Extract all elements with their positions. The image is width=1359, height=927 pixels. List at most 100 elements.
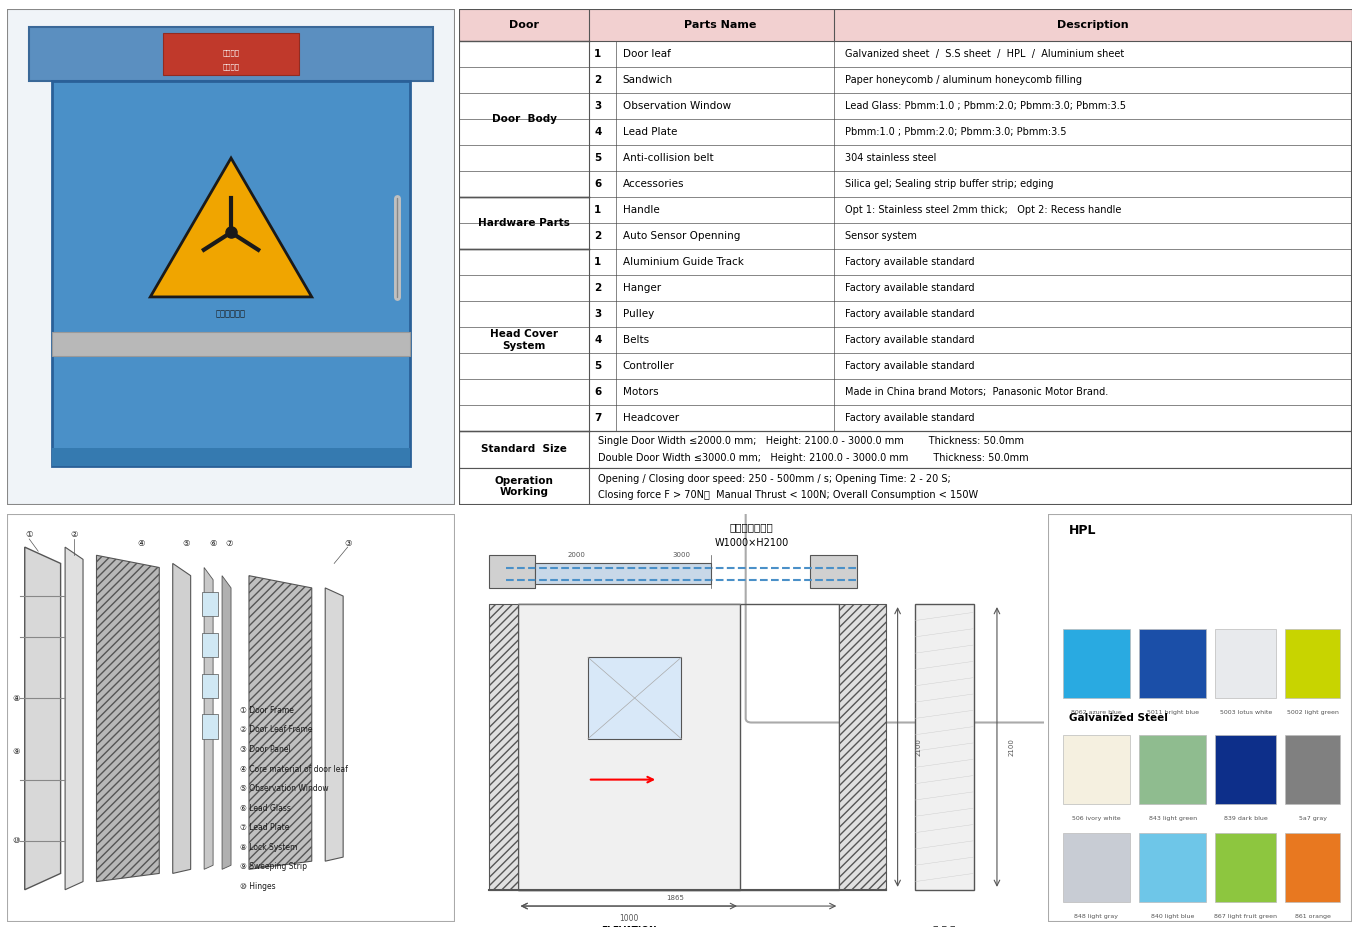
Text: 4: 4	[594, 127, 602, 136]
FancyBboxPatch shape	[1286, 629, 1340, 698]
FancyBboxPatch shape	[52, 448, 410, 465]
FancyBboxPatch shape	[746, 0, 1359, 722]
Text: 861 orange: 861 orange	[1295, 914, 1330, 920]
Text: 5: 5	[594, 153, 602, 162]
Text: 反防辐射平移门: 反防辐射平移门	[730, 522, 773, 532]
Polygon shape	[173, 564, 190, 873]
Text: 843 light green: 843 light green	[1148, 817, 1197, 821]
FancyBboxPatch shape	[1048, 514, 1352, 922]
Text: 戴灯方入: 戴灯方入	[223, 63, 239, 70]
Text: 3: 3	[594, 309, 602, 319]
Text: 6: 6	[594, 179, 602, 188]
Text: 4: 4	[594, 335, 602, 345]
FancyBboxPatch shape	[459, 197, 588, 248]
Text: ⑦: ⑦	[226, 539, 232, 548]
Text: HPL: HPL	[1070, 525, 1097, 538]
Text: Single Door Width ≤2000.0 mm;   Height: 2100.0 - 3000.0 mm        Thickness: 50.: Single Door Width ≤2000.0 mm; Height: 21…	[598, 437, 1023, 446]
Text: W1000×H2100: W1000×H2100	[715, 538, 788, 548]
Text: Factory available standard: Factory available standard	[845, 283, 974, 293]
Text: Auto Sensor Openning: Auto Sensor Openning	[622, 231, 741, 241]
Text: 304 stainless steel: 304 stainless steel	[845, 153, 936, 162]
Text: Opening / Closing door speed: 250 - 500mm / s; Opening Time: 2 - 20 S;: Opening / Closing door speed: 250 - 500m…	[598, 475, 950, 484]
Text: Anti-collision belt: Anti-collision belt	[622, 153, 713, 162]
Text: ⑤ Observation Window: ⑤ Observation Window	[241, 784, 329, 794]
Text: Controller: Controller	[622, 361, 674, 371]
FancyBboxPatch shape	[518, 604, 739, 890]
Text: 506 ivory white: 506 ivory white	[1072, 817, 1121, 821]
Text: ①: ①	[26, 530, 33, 540]
Text: Door: Door	[510, 19, 540, 30]
Text: 839 dark blue: 839 dark blue	[1224, 817, 1268, 821]
Text: Head Cover
System: Head Cover System	[491, 329, 559, 350]
Text: ⑩ Hinges: ⑩ Hinges	[241, 882, 276, 891]
Text: Description: Description	[1057, 19, 1129, 30]
Text: Parts Name: Parts Name	[685, 19, 757, 30]
FancyBboxPatch shape	[840, 604, 886, 890]
Text: 2100: 2100	[1008, 738, 1015, 756]
Text: 2000: 2000	[567, 552, 586, 558]
Text: ⑥ Lead Glass: ⑥ Lead Glass	[241, 804, 291, 813]
Text: 7: 7	[594, 413, 602, 423]
Text: 3: 3	[594, 100, 602, 110]
FancyBboxPatch shape	[1215, 735, 1276, 804]
Polygon shape	[151, 159, 311, 297]
Text: 2100: 2100	[915, 738, 921, 756]
Text: 5002 light green: 5002 light green	[1287, 710, 1339, 716]
Text: ② Door Leaf Frame: ② Door Leaf Frame	[241, 725, 313, 734]
Text: Galvanized Steel: Galvanized Steel	[1070, 714, 1167, 723]
Polygon shape	[204, 567, 213, 870]
Text: ⑥: ⑥	[209, 539, 217, 548]
Text: ⑧ Lock System: ⑧ Lock System	[241, 843, 298, 852]
Text: Factory available standard: Factory available standard	[845, 257, 974, 267]
Polygon shape	[24, 547, 61, 890]
FancyBboxPatch shape	[459, 468, 1352, 505]
FancyBboxPatch shape	[202, 674, 217, 698]
FancyBboxPatch shape	[915, 604, 973, 890]
Text: Factory available standard: Factory available standard	[845, 413, 974, 423]
Text: 侧 面 图: 侧 面 图	[934, 926, 955, 927]
Text: 1: 1	[594, 257, 602, 267]
Text: Galvanized sheet  /  S.S sheet  /  HPL  /  Aluminium sheet: Galvanized sheet / S.S sheet / HPL / Alu…	[845, 48, 1124, 58]
Text: Double Door Width ≤3000.0 mm;   Height: 2100.0 - 3000.0 mm        Thickness: 50.: Double Door Width ≤3000.0 mm; Height: 21…	[598, 452, 1029, 463]
FancyBboxPatch shape	[1063, 832, 1129, 902]
Text: ②: ②	[71, 530, 77, 540]
FancyBboxPatch shape	[163, 33, 299, 75]
Text: Operation
Working: Operation Working	[495, 476, 553, 498]
Text: 5011 bright blue: 5011 bright blue	[1147, 710, 1199, 716]
Text: 1: 1	[594, 205, 602, 215]
FancyBboxPatch shape	[1139, 832, 1205, 902]
Text: ⑨: ⑨	[12, 746, 19, 756]
Text: Door  Body: Door Body	[492, 114, 557, 123]
Text: Made in China brand Motors;  Panasonic Motor Brand.: Made in China brand Motors; Panasonic Mo…	[845, 387, 1109, 397]
Text: 射线有害: 射线有害	[223, 50, 239, 57]
Polygon shape	[249, 576, 311, 870]
Text: Motors: Motors	[622, 387, 658, 397]
FancyBboxPatch shape	[202, 633, 217, 657]
Polygon shape	[325, 588, 344, 861]
Text: ④ Core material of door leaf: ④ Core material of door leaf	[241, 765, 348, 773]
Text: 辐心电离辐射: 辐心电离辐射	[216, 310, 246, 319]
Text: Headcover: Headcover	[622, 413, 680, 423]
Text: Lead Plate: Lead Plate	[622, 127, 677, 136]
FancyBboxPatch shape	[1139, 735, 1205, 804]
Text: Sandwich: Sandwich	[622, 74, 673, 84]
Text: 1865: 1865	[667, 895, 685, 901]
Text: 2: 2	[594, 231, 602, 241]
FancyBboxPatch shape	[1215, 832, 1276, 902]
Text: ⑦ Lead Plate: ⑦ Lead Plate	[241, 823, 289, 832]
Text: Lead Glass: Pbmm:1.0 ; Pbmm:2.0; Pbmm:3.0; Pbmm:3.5: Lead Glass: Pbmm:1.0 ; Pbmm:2.0; Pbmm:3.…	[845, 100, 1127, 110]
FancyBboxPatch shape	[7, 9, 455, 505]
Text: ① Door Frame: ① Door Frame	[241, 705, 294, 715]
Text: 2: 2	[594, 74, 602, 84]
FancyBboxPatch shape	[30, 27, 434, 82]
FancyBboxPatch shape	[459, 9, 1352, 41]
Text: 840 light blue: 840 light blue	[1151, 914, 1195, 920]
Text: 8062 azure blue: 8062 azure blue	[1071, 710, 1123, 716]
FancyBboxPatch shape	[52, 332, 410, 356]
FancyBboxPatch shape	[52, 82, 410, 465]
Text: 2: 2	[594, 283, 602, 293]
Text: 1000: 1000	[620, 914, 639, 922]
Text: 848 light gray: 848 light gray	[1075, 914, 1118, 920]
FancyBboxPatch shape	[1063, 629, 1129, 698]
FancyBboxPatch shape	[535, 564, 711, 584]
